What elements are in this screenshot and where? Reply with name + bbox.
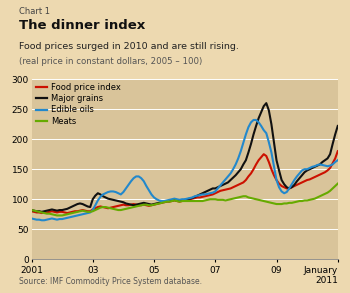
Meats: [223, 199, 228, 202]
Major grains: [336, 124, 340, 128]
Meats: [318, 195, 322, 198]
Meats: [55, 214, 59, 217]
Edible oils: [251, 118, 256, 122]
Meats: [239, 195, 243, 199]
Food price index: [318, 173, 322, 176]
Edible oils: [63, 217, 67, 220]
Food price index: [336, 149, 340, 153]
Edible oils: [320, 163, 324, 167]
Edible oils: [40, 219, 44, 222]
Edible oils: [336, 159, 340, 162]
Major grains: [29, 208, 34, 212]
Major grains: [223, 182, 228, 185]
Food price index: [63, 211, 67, 214]
Edible oils: [223, 178, 228, 181]
Line: Edible oils: Edible oils: [32, 120, 338, 220]
Edible oils: [239, 149, 243, 153]
Text: Chart 1: Chart 1: [19, 7, 50, 16]
Major grains: [63, 208, 67, 211]
Edible oils: [103, 192, 107, 195]
Edible oils: [162, 199, 166, 203]
Meats: [162, 200, 166, 204]
Major grains: [162, 200, 166, 203]
Food price index: [223, 188, 228, 191]
Meats: [336, 182, 340, 185]
Food price index: [40, 211, 44, 215]
Text: Source: IMF Commodity Price System database.: Source: IMF Commodity Price System datab…: [19, 277, 202, 286]
Meats: [29, 208, 34, 212]
Legend: Food price index, Major grains, Edible oils, Meats: Food price index, Major grains, Edible o…: [34, 82, 122, 127]
Major grains: [264, 101, 268, 105]
Major grains: [103, 196, 107, 199]
Edible oils: [29, 217, 34, 220]
Text: The dinner index: The dinner index: [19, 19, 146, 32]
Text: (real price in constant dollars, 2005 – 100): (real price in constant dollars, 2005 – …: [19, 57, 203, 66]
Major grains: [40, 210, 44, 214]
Text: Food prices surged in 2010 and are still rising.: Food prices surged in 2010 and are still…: [19, 42, 239, 52]
Major grains: [320, 160, 324, 164]
Line: Food price index: Food price index: [32, 151, 338, 213]
Food price index: [29, 209, 34, 213]
Food price index: [239, 182, 243, 185]
Food price index: [103, 206, 107, 209]
Major grains: [239, 168, 243, 171]
Food price index: [162, 200, 166, 204]
Meats: [63, 213, 67, 217]
Meats: [103, 205, 107, 209]
Line: Major grains: Major grains: [32, 103, 338, 212]
Line: Meats: Meats: [32, 184, 338, 215]
